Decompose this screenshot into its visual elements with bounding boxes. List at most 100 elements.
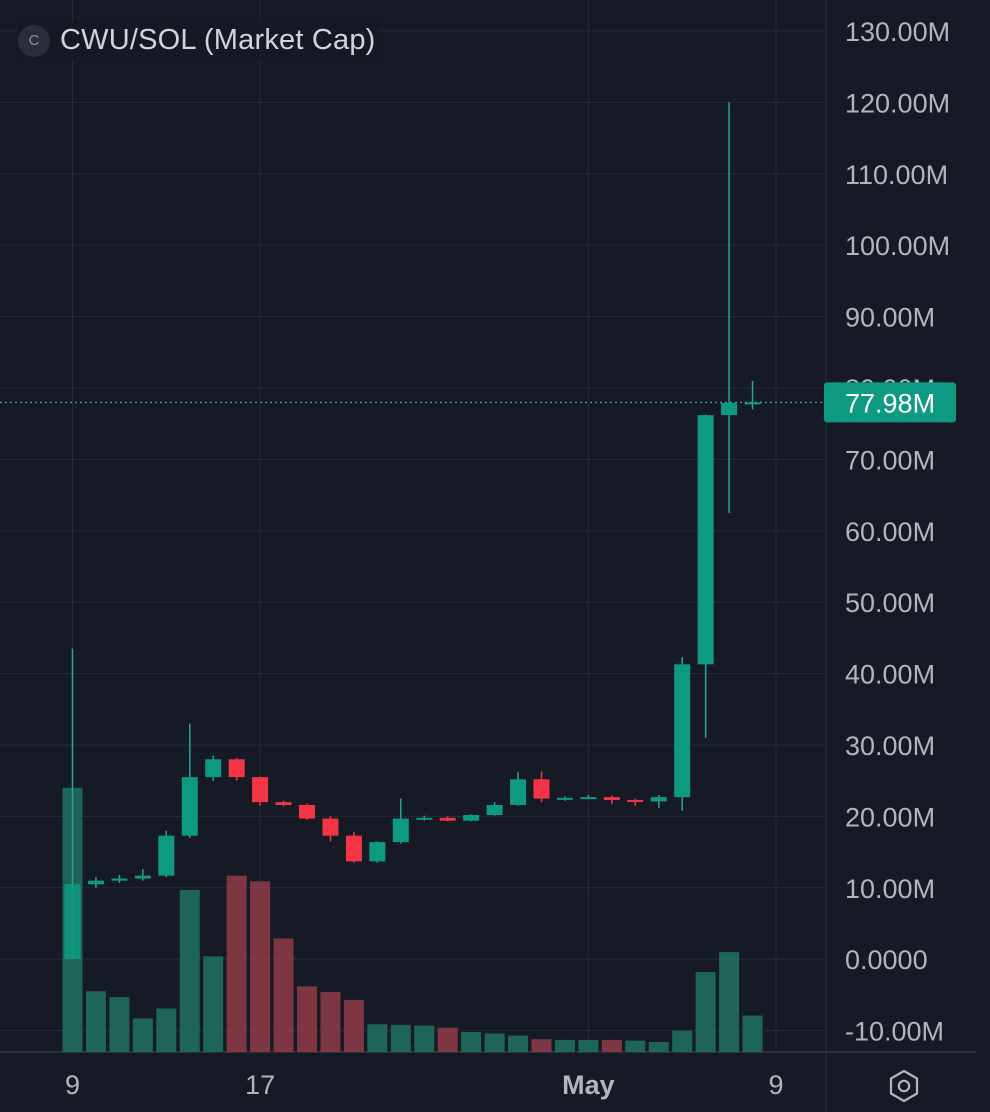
price-tick-label: 10.00M xyxy=(845,874,935,904)
candle-body xyxy=(181,777,198,836)
volume-bar xyxy=(85,991,106,1052)
price-tick-label: 90.00M xyxy=(845,303,935,333)
candle xyxy=(510,772,527,806)
candle xyxy=(556,796,573,801)
volume-bar xyxy=(226,875,247,1052)
settings-icon[interactable] xyxy=(884,1066,924,1106)
candle xyxy=(580,794,597,800)
candle-body xyxy=(87,880,104,885)
volume-bar xyxy=(437,1027,458,1052)
price-tick-label: 40.00M xyxy=(845,660,935,690)
candle xyxy=(721,102,738,513)
candle-body xyxy=(369,842,386,862)
candle-body xyxy=(533,779,550,799)
candle xyxy=(627,798,644,806)
candle-body xyxy=(674,664,691,798)
price-tick-label: 120.00M xyxy=(845,88,950,118)
candle xyxy=(252,776,269,806)
candle xyxy=(674,657,691,811)
last-price-tag xyxy=(824,382,956,423)
candle xyxy=(228,757,245,781)
price-tick-label: 60.00M xyxy=(845,517,935,547)
candle xyxy=(299,803,315,820)
candle-body xyxy=(721,402,738,416)
candle-body xyxy=(463,814,480,821)
candle xyxy=(603,795,620,805)
volume-bar xyxy=(672,1030,693,1052)
candle-body xyxy=(299,804,315,819)
volume-bar xyxy=(625,1040,646,1052)
volume-bar xyxy=(109,997,130,1052)
volume-bar xyxy=(297,986,317,1052)
candle-body xyxy=(252,777,269,803)
price-tick-label: 130.00M xyxy=(845,17,950,47)
price-tick-label: 20.00M xyxy=(845,802,935,832)
candle-body xyxy=(158,835,175,876)
candle-body xyxy=(345,835,362,862)
candle xyxy=(64,648,81,960)
candle-body xyxy=(697,415,714,665)
volume-bar xyxy=(390,1024,411,1052)
candle xyxy=(744,380,761,410)
candle xyxy=(158,830,175,878)
symbol-logo-icon: C xyxy=(18,24,50,57)
candle xyxy=(205,755,222,781)
time-tick-label: 17 xyxy=(245,1070,275,1100)
candle xyxy=(87,877,104,888)
candle-body xyxy=(275,802,292,805)
candle-body xyxy=(603,797,620,800)
candle xyxy=(345,832,362,863)
chart-title: CWU/SOL (Market Cap) xyxy=(60,24,376,56)
candle-body xyxy=(556,797,573,800)
volume-bar xyxy=(719,952,740,1052)
candle xyxy=(650,794,667,808)
candle xyxy=(181,723,198,838)
volume-bar xyxy=(367,1024,388,1052)
candle xyxy=(463,814,480,822)
volume-bar xyxy=(203,956,224,1052)
candle-body xyxy=(64,884,81,960)
volume-bar xyxy=(414,1025,435,1052)
volume-bar xyxy=(531,1039,552,1052)
volume-bar xyxy=(156,1008,177,1052)
candle-body xyxy=(744,402,761,405)
volume-bar xyxy=(554,1039,575,1052)
candle-body xyxy=(580,797,597,800)
volume-bar xyxy=(343,999,364,1052)
candle xyxy=(111,874,128,883)
candle-body xyxy=(228,759,245,778)
candle-body xyxy=(392,818,409,843)
volume-bar xyxy=(250,881,271,1052)
candle-body xyxy=(650,797,667,802)
time-axis: 9 17 May 9 xyxy=(65,1070,784,1100)
time-tick-label: 9 xyxy=(65,1070,80,1100)
volume-bars xyxy=(62,787,763,1052)
candles xyxy=(64,102,761,960)
volume-bar xyxy=(508,1035,529,1052)
candle-body xyxy=(322,818,339,836)
candle xyxy=(697,414,714,738)
candle-body xyxy=(486,804,503,815)
price-tick-label: 100.00M xyxy=(845,231,950,261)
candle xyxy=(369,841,386,863)
price-tick-label: -10.00M xyxy=(845,1017,944,1047)
last-price-label: 77.98M xyxy=(845,388,935,418)
volume-bar xyxy=(461,1032,482,1052)
volume-bar xyxy=(601,1039,622,1052)
volume-bar xyxy=(695,972,716,1052)
volume-bar xyxy=(132,1018,153,1052)
volume-bar xyxy=(179,889,200,1052)
candle-body xyxy=(627,799,644,802)
volume-bar xyxy=(320,992,341,1052)
candle-body xyxy=(134,875,151,879)
candle xyxy=(275,800,292,807)
volume-bar xyxy=(484,1033,505,1052)
time-tick-label: 9 xyxy=(768,1070,783,1100)
chart-legend: C CWU/SOL (Market Cap) xyxy=(18,22,382,59)
candle xyxy=(439,816,456,822)
candle-body xyxy=(416,817,433,820)
volume-bar xyxy=(273,938,294,1052)
